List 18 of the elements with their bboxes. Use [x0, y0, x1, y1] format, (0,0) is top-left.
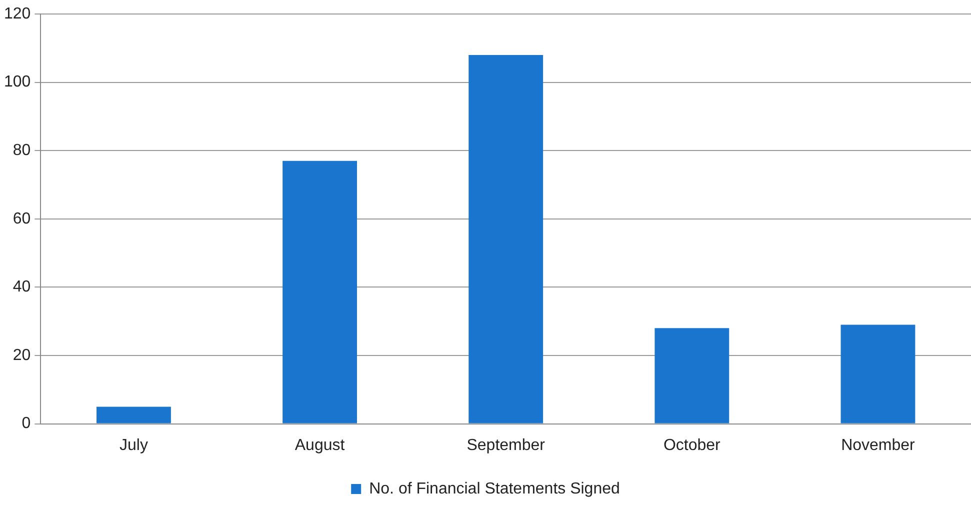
y-tick-label: 40	[12, 278, 31, 296]
bar	[96, 406, 171, 424]
bar	[468, 54, 544, 424]
legend-label: No. of Financial Statements Signed	[369, 480, 620, 498]
bar	[654, 328, 730, 424]
x-tick-label: October	[663, 436, 722, 454]
y-tick-label: 60	[12, 210, 31, 228]
x-tick-label: November	[841, 436, 916, 454]
bar	[840, 324, 916, 424]
y-tick-label: 120	[4, 5, 31, 22]
y-tick-label: 20	[12, 346, 31, 364]
y-tick-label: 80	[12, 142, 31, 160]
y-tick-label: 0	[22, 415, 31, 432]
x-tick-label: September	[466, 436, 546, 454]
bar	[282, 160, 357, 424]
x-tick-label: July	[120, 436, 148, 454]
y-tick-label: 100	[4, 74, 31, 91]
x-tick-label: August	[294, 436, 346, 454]
